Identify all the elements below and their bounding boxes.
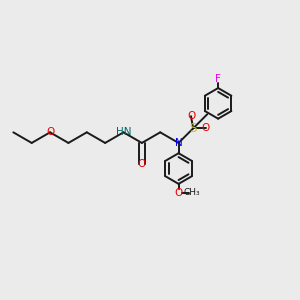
Text: O: O	[201, 123, 210, 134]
Text: HN: HN	[116, 127, 131, 137]
Text: F: F	[215, 74, 221, 84]
Text: O: O	[46, 127, 54, 137]
Text: O: O	[175, 188, 183, 198]
Text: O: O	[187, 111, 195, 121]
Text: CH₃: CH₃	[184, 188, 200, 197]
Text: S: S	[190, 122, 197, 135]
Text: O: O	[138, 159, 146, 169]
Text: N: N	[175, 138, 182, 148]
